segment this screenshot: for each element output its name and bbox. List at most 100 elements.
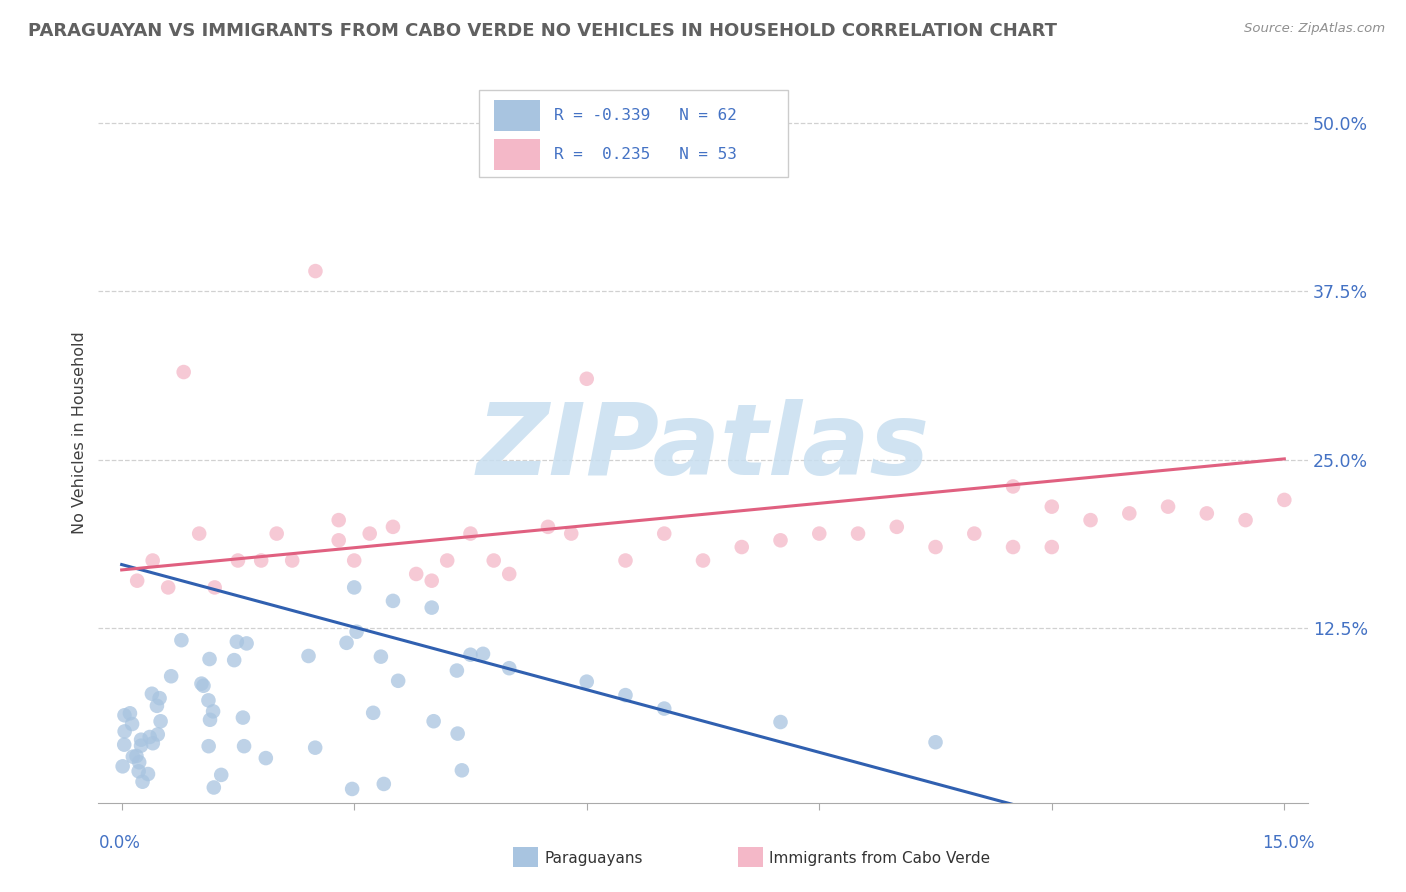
Point [121, 717, 143, 731]
Point [160, 669, 183, 683]
Point [170, 633, 193, 648]
Point [118, 706, 141, 721]
FancyBboxPatch shape [494, 138, 540, 169]
Point [224, 653, 246, 667]
Point [359, 526, 381, 541]
Point [1118, 507, 1140, 521]
Point [204, 581, 226, 595]
Point [575, 674, 598, 689]
Text: R = -0.339   N = 62: R = -0.339 N = 62 [554, 108, 737, 123]
Point [346, 624, 368, 639]
Point [281, 553, 304, 567]
Point [537, 520, 560, 534]
Point [560, 526, 582, 541]
Point [381, 594, 404, 608]
Text: R =  0.235   N = 53: R = 0.235 N = 53 [554, 147, 737, 161]
Text: 15.0%: 15.0% [1263, 834, 1315, 852]
Point [125, 748, 148, 763]
Point [472, 647, 495, 661]
Point [142, 553, 165, 567]
Point [190, 676, 212, 690]
Point [361, 706, 384, 720]
Point [446, 726, 468, 740]
Point [387, 673, 409, 688]
Point [197, 693, 219, 707]
Point [1002, 540, 1025, 554]
Point [149, 714, 172, 729]
Point [202, 705, 225, 719]
Point [614, 688, 637, 702]
Point [1040, 540, 1063, 554]
Point [498, 566, 520, 581]
Point [266, 526, 288, 541]
Point [652, 701, 675, 715]
Point [1157, 500, 1180, 514]
Point [340, 781, 363, 796]
Point [924, 540, 946, 554]
Point [129, 732, 152, 747]
Point [232, 710, 254, 724]
Point [197, 739, 219, 754]
Point [121, 749, 143, 764]
Point [128, 756, 150, 770]
Point [188, 526, 211, 541]
Point [769, 533, 792, 548]
Text: Paraguayans: Paraguayans [544, 851, 643, 865]
Point [886, 520, 908, 534]
Point [114, 724, 136, 739]
Point [1080, 513, 1102, 527]
Point [420, 600, 443, 615]
Point [846, 526, 869, 541]
Point [808, 526, 831, 541]
Text: PARAGUAYAN VS IMMIGRANTS FROM CABO VERDE NO VEHICLES IN HOUSEHOLD CORRELATION CH: PARAGUAYAN VS IMMIGRANTS FROM CABO VERDE… [28, 22, 1057, 40]
Point [146, 698, 169, 713]
Point [652, 526, 675, 541]
Point [127, 574, 149, 588]
Point [112, 738, 135, 752]
Point [460, 648, 482, 662]
Point [1195, 507, 1218, 521]
Point [381, 520, 404, 534]
Point [420, 574, 443, 588]
Point [692, 553, 714, 567]
Point [136, 767, 159, 781]
Point [254, 751, 277, 765]
Point [235, 636, 257, 650]
Point [1272, 492, 1295, 507]
Point [141, 687, 163, 701]
Point [148, 691, 170, 706]
Point [963, 526, 986, 541]
Point [131, 774, 153, 789]
Text: Immigrants from Cabo Verde: Immigrants from Cabo Verde [769, 851, 990, 865]
Point [233, 739, 256, 754]
Point [451, 764, 474, 778]
Point [157, 581, 180, 595]
Point [1040, 500, 1063, 514]
FancyBboxPatch shape [479, 90, 787, 178]
Point [482, 553, 505, 567]
Y-axis label: No Vehicles in Household: No Vehicles in Household [72, 331, 87, 534]
Point [924, 735, 946, 749]
Point [129, 739, 152, 753]
Point [460, 526, 482, 541]
Point [343, 553, 366, 567]
Text: Source: ZipAtlas.com: Source: ZipAtlas.com [1244, 22, 1385, 36]
Point [304, 740, 326, 755]
Point [769, 714, 792, 729]
Point [1002, 479, 1025, 493]
Text: 0.0%: 0.0% [98, 834, 141, 852]
Point [370, 649, 392, 664]
Point [173, 365, 195, 379]
Point [575, 372, 598, 386]
Point [198, 713, 221, 727]
Point [250, 553, 273, 567]
Point [373, 777, 395, 791]
Point [209, 768, 232, 782]
Point [436, 553, 458, 567]
Point [225, 634, 247, 648]
Point [193, 679, 215, 693]
Point [138, 730, 160, 744]
Point [731, 540, 754, 554]
Point [128, 764, 150, 779]
Point [146, 727, 169, 741]
